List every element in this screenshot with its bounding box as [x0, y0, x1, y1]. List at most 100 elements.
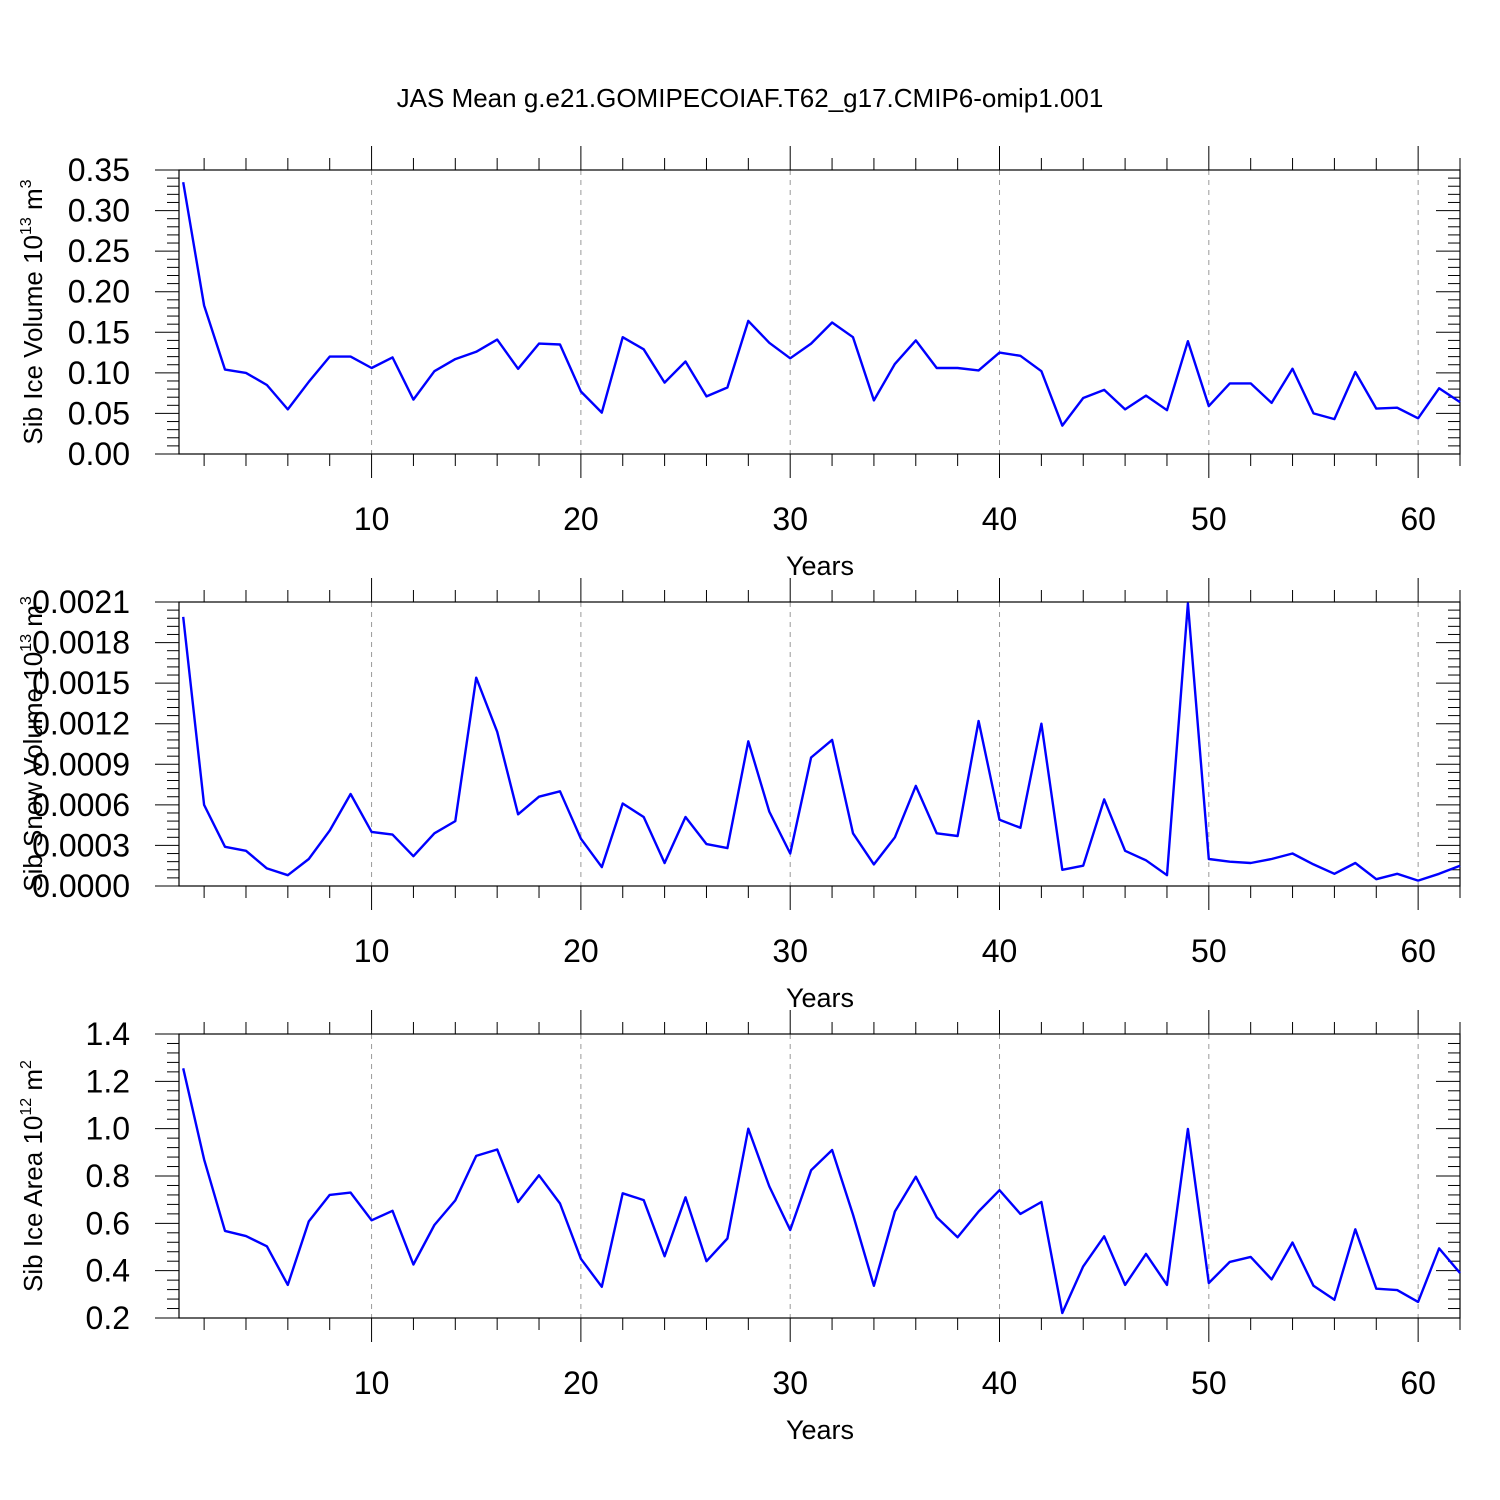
data-point [286, 873, 290, 877]
data-point [1060, 424, 1064, 428]
data-point [1039, 722, 1043, 726]
data-point [1395, 1288, 1399, 1292]
data-point [1081, 864, 1085, 868]
data-point [746, 1127, 750, 1131]
data-point [725, 1236, 729, 1240]
axis-ticks [155, 146, 1461, 478]
data-point [809, 1168, 813, 1172]
data-point [830, 321, 834, 325]
data-point [851, 1213, 855, 1217]
y-tick-label: 0.35 [68, 152, 130, 188]
x-tick-label: 40 [982, 933, 1018, 969]
data-point [767, 341, 771, 345]
data-point [265, 383, 269, 387]
data-point [1018, 354, 1022, 358]
data-point [788, 356, 792, 360]
data-point [349, 355, 353, 359]
data-point [474, 676, 478, 680]
y-tick-label: 0.6 [86, 1205, 130, 1241]
panel-ice-area: 0.2 0.4 0.6 0.8 1.0 1.2 1.4 10 20 30 40 50 60 Years Si… [18, 1010, 1461, 1445]
data-point [558, 1201, 562, 1205]
data-point [1416, 416, 1420, 420]
data-point [830, 1148, 834, 1152]
data-point [893, 362, 897, 366]
y-tick-label: 1.4 [86, 1016, 130, 1052]
data-point [181, 1066, 185, 1070]
data-point [600, 411, 604, 415]
data-point [244, 1234, 248, 1238]
data-point [704, 1259, 708, 1263]
x-tick-label: 50 [1191, 1365, 1227, 1401]
data-point [621, 1191, 625, 1195]
data-point [1353, 861, 1357, 865]
data-point [1416, 879, 1420, 883]
data-point [474, 1154, 478, 1158]
data-point [767, 810, 771, 814]
data-point [872, 1284, 876, 1288]
data-point [1123, 849, 1127, 853]
series-line-snow-volume [182, 602, 1461, 882]
data-point [725, 385, 729, 389]
data-point [956, 366, 960, 370]
y-tick-label: 0.00 [68, 436, 130, 472]
data-point [600, 1285, 604, 1289]
data-point [1311, 1284, 1315, 1288]
data-point [893, 1210, 897, 1214]
data-point [1458, 400, 1462, 404]
data-point [202, 304, 206, 308]
data-point [1374, 407, 1378, 411]
data-point [663, 861, 667, 865]
data-point [809, 756, 813, 760]
data-point [663, 381, 667, 385]
x-tick-label: 60 [1400, 1365, 1436, 1401]
data-point [1374, 877, 1378, 881]
data-point [1291, 1241, 1295, 1245]
data-point [851, 831, 855, 835]
data-point [684, 1195, 688, 1199]
data-point [1395, 406, 1399, 410]
data-point [1102, 797, 1106, 801]
data-point [432, 1223, 436, 1227]
x-tick-label: 20 [563, 1365, 599, 1401]
data-point [1395, 872, 1399, 876]
data-point [704, 842, 708, 846]
data-point [1270, 401, 1274, 405]
data-point [307, 380, 311, 384]
data-point [788, 852, 792, 856]
x-tick-label: 50 [1191, 501, 1227, 537]
data-point [223, 845, 227, 849]
data-point [1437, 872, 1441, 876]
data-point [579, 390, 583, 394]
data-point [704, 394, 708, 398]
data-point [684, 815, 688, 819]
x-tick-label: 20 [563, 933, 599, 969]
y-tick-label: 0.05 [68, 395, 130, 431]
data-point [1437, 1246, 1441, 1250]
data-point [202, 803, 206, 807]
y-tick-label: 1.0 [86, 1111, 130, 1147]
y-tick-label: 0.8 [86, 1158, 130, 1194]
y-axis-label: Sib Ice Volume 1013 m3 [18, 179, 48, 444]
series-line-ice-volume [182, 181, 1461, 427]
y-tick-label: 0.30 [68, 193, 130, 229]
data-point [244, 849, 248, 853]
data-point [914, 1175, 918, 1179]
y-tick-label: 0.0006 [32, 787, 130, 823]
data-point [1123, 1283, 1127, 1287]
x-tick-label: 10 [354, 933, 390, 969]
axis-ticks [155, 1010, 1461, 1342]
y-tick-label: 0.10 [68, 355, 130, 391]
data-point [370, 1218, 374, 1222]
data-point [725, 846, 729, 850]
y-tick-label: 0.4 [86, 1253, 130, 1289]
data-point [1207, 1281, 1211, 1285]
data-point [537, 1173, 541, 1177]
data-point [998, 351, 1002, 355]
x-tick-label: 60 [1400, 933, 1436, 969]
data-point [1207, 857, 1211, 861]
data-point [558, 342, 562, 346]
data-point [307, 1219, 311, 1223]
data-point [558, 789, 562, 793]
data-point [1416, 1300, 1420, 1304]
